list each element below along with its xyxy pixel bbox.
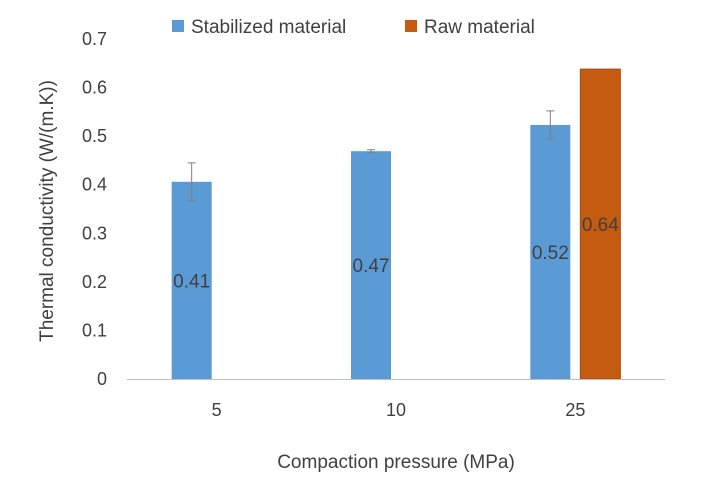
y-tick-label: 0.5	[82, 126, 107, 146]
error-bars	[187, 110, 555, 202]
bar	[351, 151, 391, 379]
x-tick-label: 5	[212, 400, 222, 420]
y-tick-label: 0.6	[82, 78, 107, 98]
data-label: 0.41	[173, 271, 210, 292]
data-label: 0.64	[582, 215, 619, 236]
data-label: 0.47	[353, 256, 390, 277]
bar	[530, 124, 571, 379]
legend-label: Raw material	[424, 17, 535, 38]
legend-label: Stabilized material	[191, 17, 346, 38]
x-axis-ticks: 5 10 25	[212, 400, 586, 420]
x-axis-title: Compaction pressure (MPa)	[277, 452, 515, 473]
legend-swatch	[172, 20, 184, 32]
y-tick-label: 0.7	[82, 29, 107, 49]
data-label: 0.52	[532, 243, 569, 264]
x-tick-label: 10	[386, 400, 406, 420]
bar	[171, 181, 212, 379]
bars	[171, 68, 621, 380]
data-labels: 0.41 0.47 0.52 0.64	[173, 215, 619, 292]
legend-swatch	[405, 20, 417, 32]
y-axis-ticks: 0 0.1 0.2 0.3 0.4 0.5 0.6 0.7	[82, 29, 107, 389]
y-tick-label: 0	[97, 369, 107, 389]
x-tick-label: 25	[565, 400, 585, 420]
y-tick-label: 0.4	[82, 175, 107, 195]
y-tick-label: 0.1	[82, 320, 107, 340]
legend: Stabilized material Raw material	[172, 17, 535, 38]
y-tick-label: 0.2	[82, 272, 107, 292]
bar	[579, 68, 621, 380]
y-axis-title: Thermal conductivity (W/(m.K))	[37, 80, 58, 342]
y-tick-label: 0.3	[82, 223, 107, 243]
